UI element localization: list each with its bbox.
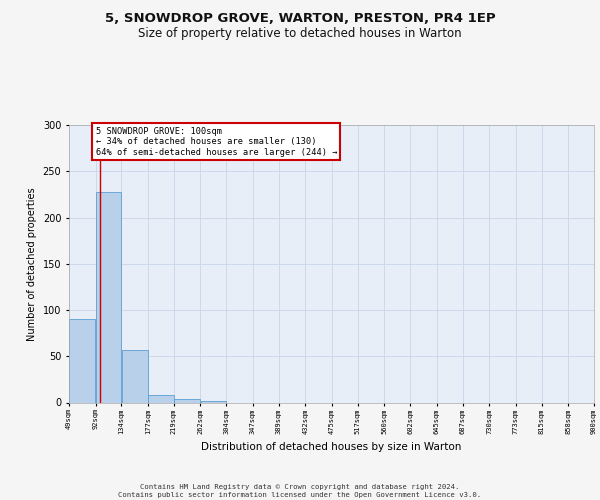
Bar bbox=[122, 350, 148, 403]
X-axis label: Distribution of detached houses by size in Warton: Distribution of detached houses by size … bbox=[202, 442, 461, 452]
Y-axis label: Number of detached properties: Number of detached properties bbox=[27, 187, 37, 340]
Text: 5 SNOWDROP GROVE: 100sqm
← 34% of detached houses are smaller (130)
64% of semi-: 5 SNOWDROP GROVE: 100sqm ← 34% of detach… bbox=[95, 127, 337, 156]
Text: Size of property relative to detached houses in Warton: Size of property relative to detached ho… bbox=[138, 28, 462, 40]
Bar bbox=[95, 192, 121, 402]
Bar bbox=[69, 320, 95, 402]
Text: Contains HM Land Registry data © Crown copyright and database right 2024.
Contai: Contains HM Land Registry data © Crown c… bbox=[118, 484, 482, 498]
Bar bbox=[200, 400, 226, 402]
Text: 5, SNOWDROP GROVE, WARTON, PRESTON, PR4 1EP: 5, SNOWDROP GROVE, WARTON, PRESTON, PR4 … bbox=[104, 12, 496, 26]
Bar bbox=[148, 395, 174, 402]
Bar bbox=[174, 399, 200, 402]
